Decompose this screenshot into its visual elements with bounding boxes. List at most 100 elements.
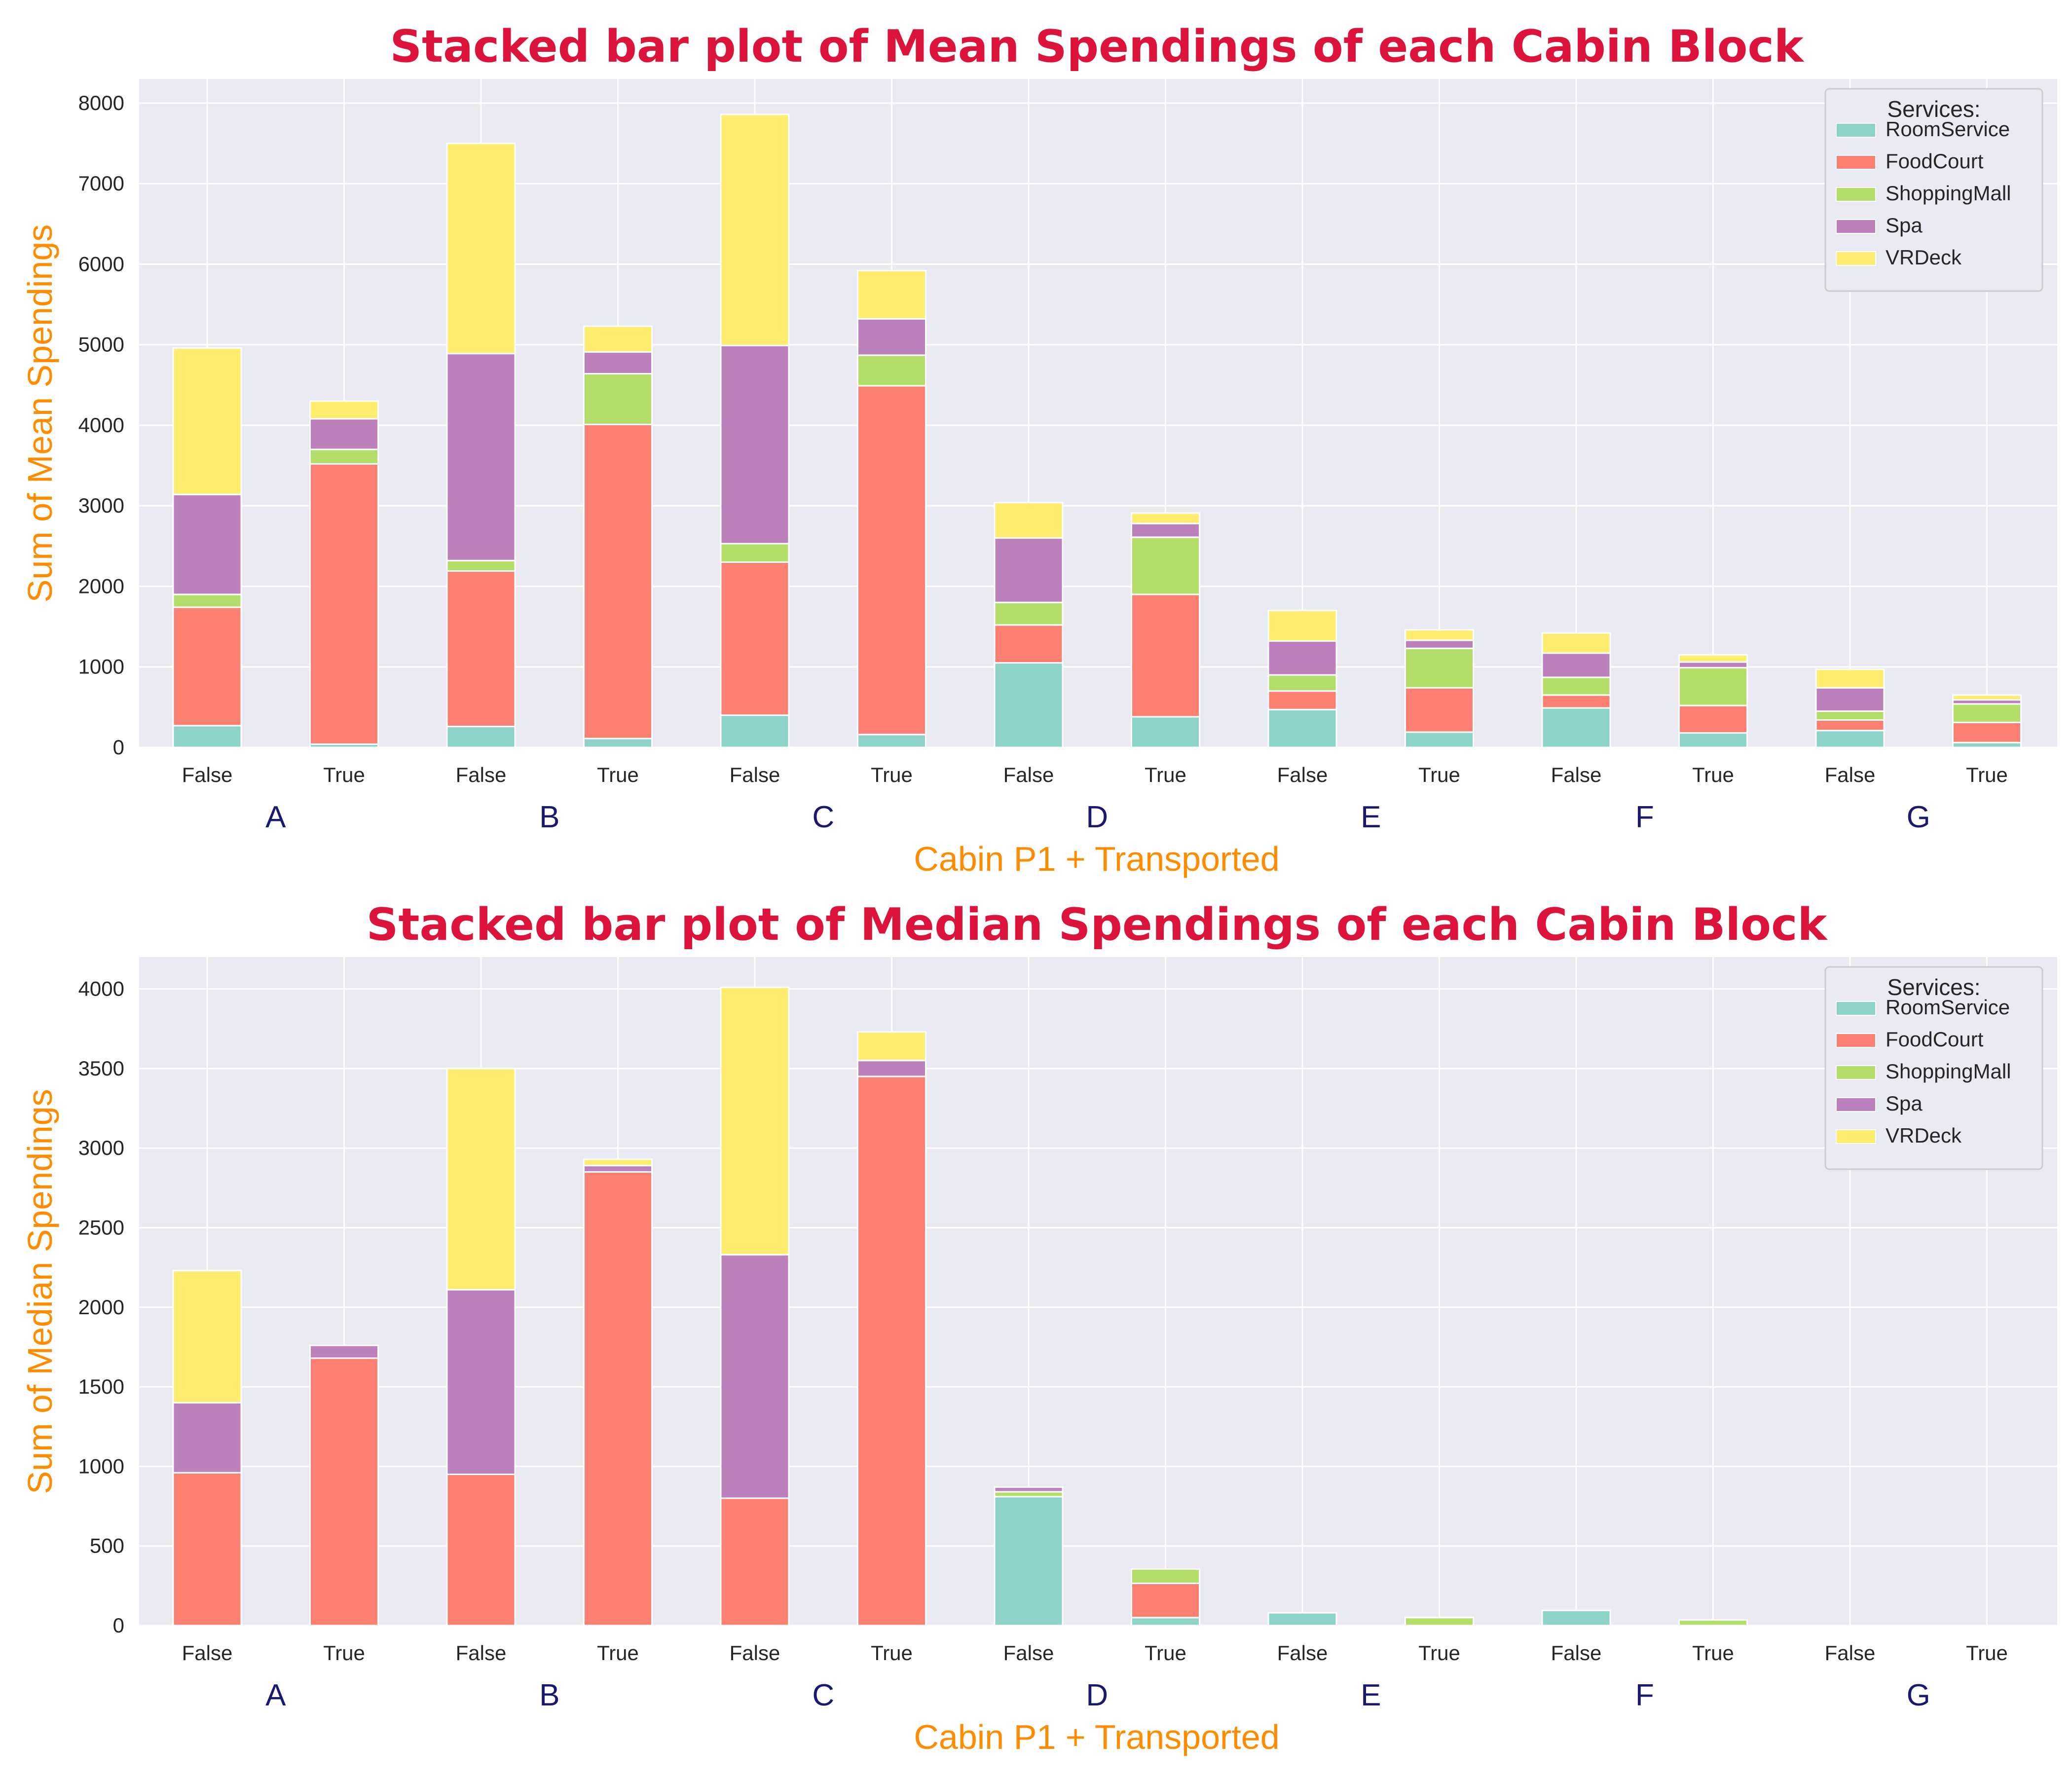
bar-segment-roomservice <box>1267 1612 1337 1627</box>
x-tick-label: False <box>182 763 233 786</box>
bar-segment-shoppingmall <box>1131 1568 1200 1585</box>
group-label: B <box>539 1678 559 1712</box>
y-tick-label: 5000 <box>78 333 124 356</box>
y-axis-label: Sum of Median Spendings <box>21 1089 59 1494</box>
bar-segment-roomservice <box>1678 732 1748 748</box>
group-label: E <box>1361 800 1381 834</box>
y-tick-label: 3500 <box>78 1057 124 1080</box>
x-tick-label: False <box>1551 763 1602 786</box>
bar-segment-spa <box>583 351 653 375</box>
legend-swatch <box>1836 251 1876 266</box>
bar-segment-foodcourt <box>1267 690 1337 710</box>
bar-segment-foodcourt <box>309 1357 379 1627</box>
legend-label: Spa <box>1886 214 1923 237</box>
bar-segment-roomservice <box>583 738 653 748</box>
bar-segment-shoppingmall <box>583 373 653 425</box>
bar-segment-shoppingmall <box>309 448 379 465</box>
x-tick-label: False <box>1277 763 1328 786</box>
bar-segment-spa <box>446 353 516 561</box>
bar-segment-vrdeck <box>1678 654 1748 663</box>
y-tick-label: 4000 <box>78 413 124 437</box>
legend-swatch <box>1836 123 1876 138</box>
bar-segment-roomservice <box>1131 716 1200 748</box>
y-tick-label: 6000 <box>78 252 124 275</box>
x-tick-label: False <box>730 763 780 786</box>
bar-segment-vrdeck <box>172 347 242 495</box>
bar-segment-foodcourt <box>994 624 1064 664</box>
group-label: C <box>812 1678 834 1712</box>
legend-swatch <box>1836 219 1876 234</box>
bar-segment-foodcourt <box>857 1075 926 1627</box>
bar-segment-roomservice <box>994 662 1064 748</box>
y-tick-label: 3000 <box>78 1136 124 1159</box>
x-tick-label: True <box>1418 1641 1460 1665</box>
bar-segment-shoppingmall <box>446 559 516 572</box>
bar-segment-shoppingmall <box>172 593 242 608</box>
group-label: C <box>812 800 834 834</box>
bar-segment-shoppingmall <box>1131 536 1200 595</box>
x-tick-label: True <box>871 763 913 786</box>
legend-label: VRDeck <box>1886 1124 1962 1147</box>
bar-segment-vrdeck <box>446 1068 516 1291</box>
group-label: G <box>1907 800 1930 834</box>
legend-label: RoomService <box>1886 117 2010 141</box>
x-tick-label: True <box>1692 763 1734 786</box>
bar-segment-vrdeck <box>1131 512 1200 524</box>
x-tick-label: True <box>597 763 639 786</box>
bar-segment-spa <box>309 418 379 450</box>
legend: Services: RoomService FoodCourt ShoppingMa… <box>1824 966 2043 1170</box>
y-tick-label: 1000 <box>78 1454 124 1478</box>
group-label: A <box>265 800 286 834</box>
bar-segment-foodcourt <box>720 1497 790 1627</box>
x-axis-label: Cabin P1 + Transported <box>914 1718 1279 1756</box>
x-tick-label: False <box>1825 1641 1876 1665</box>
bar-segment-vrdeck <box>1267 609 1337 642</box>
y-tick-label: 500 <box>90 1534 124 1557</box>
bar-segment-shoppingmall <box>1952 703 2022 723</box>
x-tick-label: False <box>456 763 507 786</box>
legend-label: VRDeck <box>1886 246 1962 269</box>
y-tick-label: 2000 <box>78 1295 124 1319</box>
bar-segment-spa <box>1267 640 1337 676</box>
bar-segment-vrdeck <box>994 502 1064 539</box>
bar-segment-roomservice <box>857 734 926 748</box>
bar-segment-roomservice <box>994 1496 1064 1627</box>
bar-segment-spa <box>1131 522 1200 538</box>
group-label: F <box>1635 800 1654 834</box>
bar-segment-spa <box>172 1402 242 1474</box>
bar-segment-vrdeck <box>172 1270 242 1404</box>
y-tick-label: 3000 <box>78 494 124 517</box>
bar-segment-foodcourt <box>583 1171 653 1627</box>
bar-segment-foodcourt <box>1131 593 1200 718</box>
legend-box <box>1824 966 2043 1170</box>
bar-segment-foodcourt <box>720 561 790 716</box>
group-label: D <box>1086 1678 1108 1712</box>
bar-segment-shoppingmall <box>1405 647 1474 689</box>
group-label: E <box>1361 1678 1381 1712</box>
legend-swatch <box>1836 1065 1876 1080</box>
chart-title: Stacked bar plot of Median Spendings of … <box>367 899 1828 951</box>
bar-segment-shoppingmall <box>1815 710 1885 721</box>
x-tick-label: True <box>1418 763 1460 786</box>
legend-swatch <box>1836 1097 1876 1112</box>
group-label: B <box>539 800 559 834</box>
x-tick-label: True <box>1145 763 1186 786</box>
bar-segment-foodcourt <box>172 606 242 727</box>
legend-title: Services: <box>1887 974 1980 1000</box>
bar-segment-vrdeck <box>857 270 926 320</box>
bar-segment-vrdeck <box>446 143 516 355</box>
bar-segment-foodcourt <box>446 1474 516 1627</box>
bar-segment-shoppingmall <box>1541 676 1611 696</box>
group-label: A <box>265 1678 286 1712</box>
group-label: F <box>1635 1678 1654 1712</box>
legend-label: FoodCourt <box>1886 1028 1984 1051</box>
bar-segment-vrdeck <box>1952 694 2022 701</box>
bar-segment-roomservice <box>1541 707 1611 748</box>
bar-segment-foodcourt <box>1131 1583 1200 1619</box>
bar-segment-vrdeck <box>583 325 653 353</box>
legend-swatch <box>1836 155 1876 170</box>
bar-segment-spa <box>857 318 926 356</box>
x-tick-label: True <box>597 1641 639 1665</box>
bar-segment-shoppingmall <box>1267 674 1337 692</box>
bar-segment-shoppingmall <box>1678 666 1748 706</box>
